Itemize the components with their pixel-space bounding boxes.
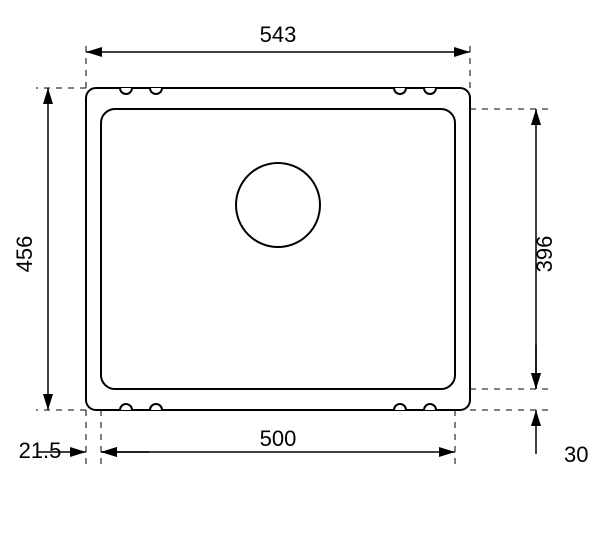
clip-notch <box>424 404 436 410</box>
drain-hole <box>236 163 320 247</box>
clip-notch <box>150 404 162 410</box>
dim-flange: 21.5 <box>19 438 62 463</box>
dim-outer-height: 456 <box>12 236 37 273</box>
clip-notch <box>394 404 406 410</box>
clip-notch <box>394 88 406 94</box>
clip-notch <box>424 88 436 94</box>
sink-drawing <box>86 88 470 410</box>
clip-notch <box>120 404 132 410</box>
dim-inner-height: 396 <box>532 236 557 273</box>
clip-notch <box>120 88 132 94</box>
dim-outer-width: 543 <box>260 22 297 47</box>
inner-bowl <box>101 109 455 389</box>
dim-inner-width: 500 <box>260 426 297 451</box>
outer-flange <box>86 88 470 410</box>
clip-notch <box>150 88 162 94</box>
dim-rim: 30 <box>564 442 588 467</box>
